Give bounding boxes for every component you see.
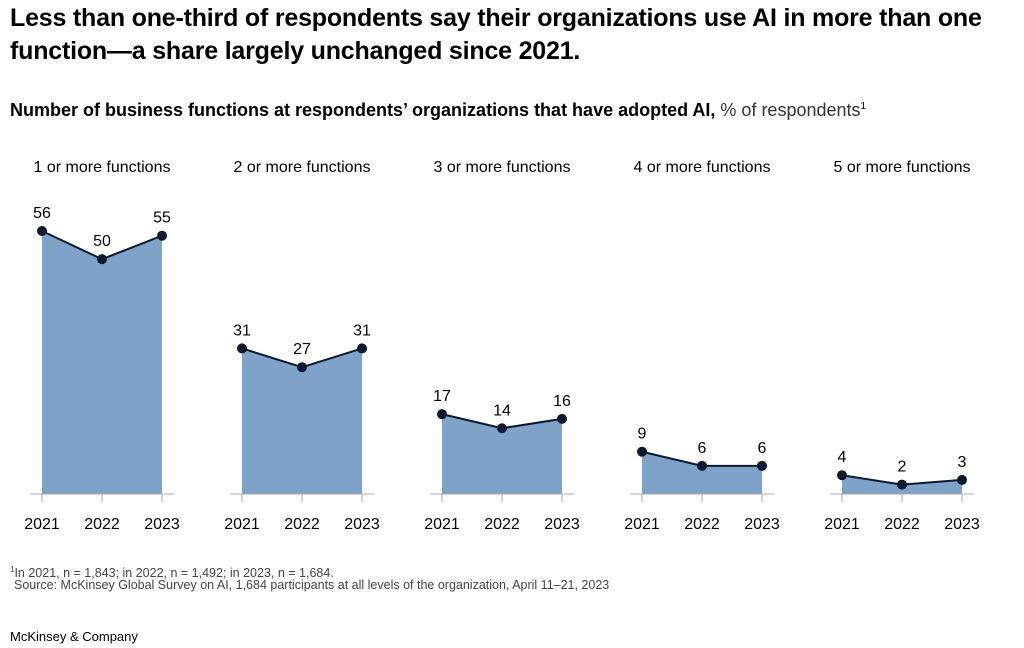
small-multiples-chart: 1 or more functions 2021 2022 2023 56 50 55 2 o… xyxy=(24,159,980,533)
area-fill xyxy=(442,414,562,494)
data-label: 16 xyxy=(553,393,571,410)
x-tick-label: 2021 xyxy=(24,516,60,533)
data-point xyxy=(957,474,967,485)
data-label: 9 xyxy=(638,426,647,443)
chart-headline: Less than one-third of respondents say t… xyxy=(10,4,982,65)
x-tick-label: 2023 xyxy=(944,516,980,533)
data-label: 31 xyxy=(353,322,371,339)
source-note: Source: McKinsey Global Survey on AI, 1,… xyxy=(14,578,610,592)
subtitle-main: Number of business functions at responde… xyxy=(10,100,716,120)
data-point xyxy=(757,460,767,471)
data-label: 2 xyxy=(898,459,907,476)
x-tick-label: 2023 xyxy=(744,516,780,533)
footnote-text: In 2021, n = 1,843; in 2022, n = 1,492; … xyxy=(14,566,334,581)
data-label: 55 xyxy=(153,210,171,227)
data-point xyxy=(437,409,447,420)
area-fill xyxy=(242,348,362,494)
data-point xyxy=(837,470,847,481)
data-label: 31 xyxy=(233,322,251,339)
x-tick-label: 2022 xyxy=(884,516,920,533)
area-fill xyxy=(642,451,762,494)
x-tick-label: 2022 xyxy=(484,516,520,533)
data-label: 14 xyxy=(493,402,511,419)
subtitle-unit: % of respondents xyxy=(715,100,861,120)
data-label: 6 xyxy=(758,440,767,457)
x-tick-label: 2023 xyxy=(344,516,380,533)
data-label: 3 xyxy=(958,454,967,471)
data-point xyxy=(157,230,167,241)
data-label: 56 xyxy=(33,205,51,222)
chart-subtitle: Number of business functions at responde… xyxy=(10,100,866,121)
data-label: 4 xyxy=(838,449,847,466)
data-point xyxy=(497,423,507,434)
data-point xyxy=(897,479,907,490)
data-point xyxy=(557,413,567,424)
data-label: 50 xyxy=(93,233,111,250)
data-point xyxy=(97,254,107,265)
x-tick-label: 2023 xyxy=(144,516,180,533)
panel-title: 5 or more functions xyxy=(834,159,971,176)
data-point xyxy=(697,460,707,471)
data-label: 17 xyxy=(433,388,451,405)
area-fill xyxy=(42,231,162,494)
x-tick-label: 2022 xyxy=(84,516,120,533)
data-label: 6 xyxy=(698,440,707,457)
panel-title: 4 or more functions xyxy=(634,159,771,176)
x-tick-label: 2022 xyxy=(284,516,320,533)
x-tick-label: 2022 xyxy=(684,516,720,533)
data-point xyxy=(357,343,367,354)
x-tick-label: 2021 xyxy=(824,516,860,533)
footnote-mark: 1 xyxy=(10,565,15,574)
data-point xyxy=(637,446,647,457)
data-point xyxy=(297,362,307,373)
panel-title: 2 or more functions xyxy=(234,159,371,176)
x-tick-label: 2021 xyxy=(624,516,660,533)
data-point xyxy=(237,343,247,354)
x-tick-label: 2021 xyxy=(224,516,260,533)
data-point xyxy=(37,226,47,236)
data-label: 27 xyxy=(293,341,311,358)
brand-logo-text: McKinsey & Company xyxy=(10,629,138,644)
subtitle-footnote-mark: 1 xyxy=(860,101,867,112)
panel-title: 3 or more functions xyxy=(434,159,571,176)
panel-title: 1 or more functions xyxy=(34,159,171,176)
x-tick-label: 2021 xyxy=(424,516,460,533)
x-tick-label: 2023 xyxy=(544,516,580,533)
footnote: 1In 2021, n = 1,843; in 2022, n = 1,492;… xyxy=(10,562,334,581)
